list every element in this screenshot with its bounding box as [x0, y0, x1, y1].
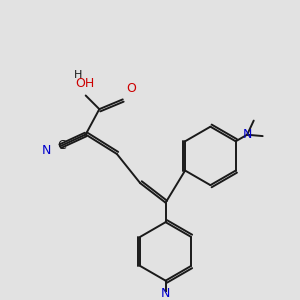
Text: C: C	[57, 139, 66, 152]
Text: N: N	[242, 128, 252, 141]
Text: N: N	[42, 144, 51, 157]
Text: N: N	[161, 287, 170, 300]
Text: OH: OH	[75, 77, 94, 90]
Text: H: H	[74, 70, 82, 80]
Text: O: O	[127, 82, 136, 95]
